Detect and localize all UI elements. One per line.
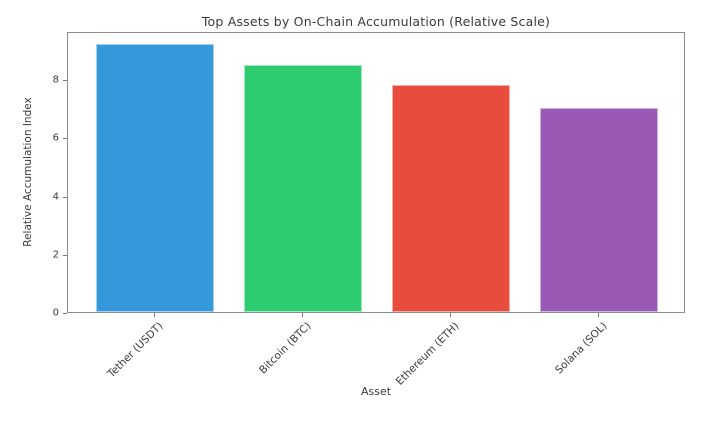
chart-title: Top Assets by On-Chain Accumulation (Rel… — [201, 14, 551, 29]
x-tick-label-ethereum-eth: Ethereum (ETH) — [393, 320, 462, 388]
x-axis-label: Asset — [360, 385, 392, 398]
y-tick-mark — [63, 313, 67, 314]
y-tick-label-2: 2 — [52, 249, 59, 261]
x-tick-mark — [154, 313, 156, 317]
x-tick-mark — [449, 313, 451, 317]
x-tick-mark — [597, 313, 599, 317]
y-tick-mark — [63, 254, 67, 256]
y-tick-mark — [63, 80, 67, 82]
bar-tether-usdt — [96, 44, 215, 312]
y-tick-mark — [63, 138, 67, 140]
y-tick-mark — [63, 196, 67, 198]
bar-solana-sol — [539, 108, 658, 312]
plot-area — [67, 32, 685, 313]
y-tick-label-8: 8 — [52, 74, 59, 86]
x-tick-mark — [302, 313, 304, 317]
y-axis-label: Relative Accumulation Index — [22, 97, 34, 247]
y-tick-label-6: 6 — [52, 132, 59, 144]
bar-bitcoin-btc — [243, 64, 363, 312]
x-tick-label-tether-usdt: Tether (USDT) — [105, 320, 166, 381]
x-tick-label-solana-sol: Solana (SOL) — [552, 320, 610, 377]
y-tick-label-0: 0 — [52, 307, 59, 319]
x-tick-label-bitcoin-btc: Bitcoin (BTC) — [257, 320, 314, 377]
bar-ethereum-eth — [391, 85, 511, 312]
y-tick-label-4: 4 — [52, 191, 59, 203]
